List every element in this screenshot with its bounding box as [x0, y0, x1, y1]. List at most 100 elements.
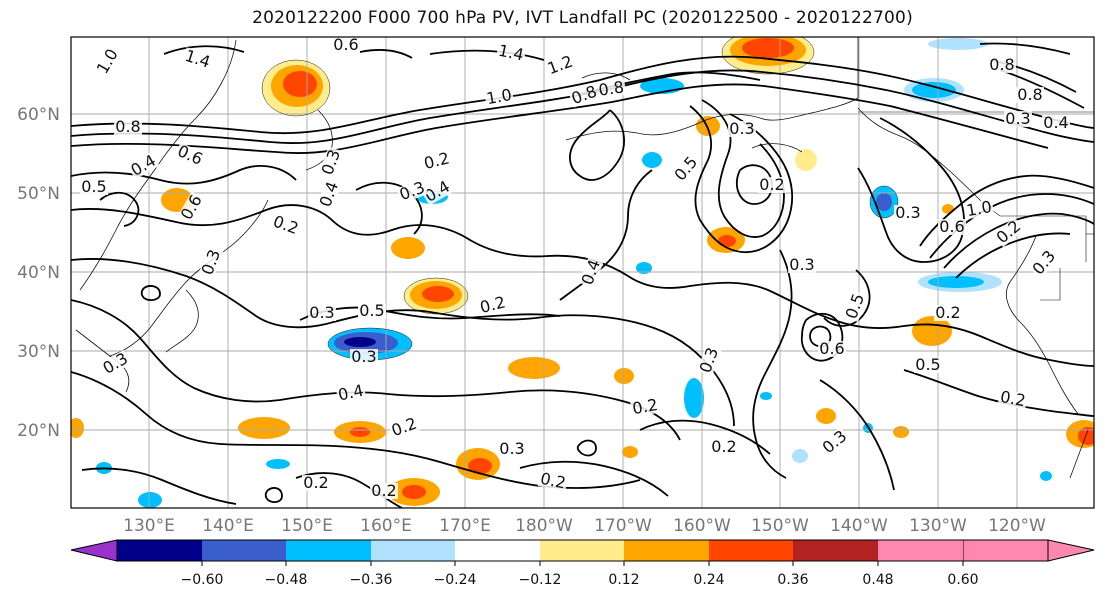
contour-label-halo: [80, 179, 108, 195]
lat-label: 30°N: [17, 342, 60, 362]
contour-label-halo: [498, 441, 526, 457]
positive-anomaly-patches: [71, 37, 1094, 506]
lon-label: 170°W: [594, 516, 652, 536]
colorbar-tick-label: −0.24: [434, 572, 477, 588]
contour-label-halo: [99, 349, 132, 378]
contour-label-halo: [370, 483, 398, 499]
contour-label: 0.8: [989, 55, 1014, 74]
contour-label-halo: [963, 198, 995, 220]
contour-label-halo: [988, 57, 1016, 73]
contour-label-halo: [483, 86, 515, 108]
contour-label: 0.3: [351, 347, 376, 366]
contour-label-halo: [421, 149, 453, 173]
contour-label: 0.2: [999, 387, 1027, 410]
contour-label-halo: [568, 82, 601, 108]
contour-label: 0.2: [303, 473, 328, 492]
colorbar-segment: [286, 540, 371, 561]
contour-label: 0.6: [939, 217, 964, 236]
contour-label-halo: [934, 305, 962, 321]
colorbar-segment: [202, 540, 286, 561]
lon-label: 140°W: [830, 516, 888, 536]
contour-label-halo: [537, 470, 569, 492]
lat-label: 20°N: [17, 421, 60, 441]
colorbar-segment: [624, 540, 709, 561]
contour-label: 0.2: [371, 481, 396, 500]
contour-label-halo: [1029, 246, 1060, 279]
contour-label: 0.3: [1005, 109, 1030, 128]
colorbar-tick-label: −0.12: [519, 572, 562, 588]
contour-label-halo: [894, 205, 922, 221]
lon-label: 160°E: [360, 516, 412, 536]
contour-label-halo: [914, 357, 942, 373]
lon-label: 150°W: [751, 516, 809, 536]
lon-label: 130°W: [909, 516, 967, 536]
colorbar-tick-label: 0.60: [947, 572, 978, 588]
contour-label-halo: [671, 152, 702, 185]
lon-label: 150°E: [281, 516, 333, 536]
contour-label-halo: [629, 396, 661, 418]
contour-label-halo: [308, 305, 336, 321]
contour-label: 0.3: [789, 255, 814, 274]
contour-label-halo: [93, 45, 122, 78]
contour-label: 0.3: [895, 203, 920, 222]
contour-label-halo: [421, 177, 454, 206]
contour-label: 0.8: [597, 77, 625, 99]
contour-label: 0.6: [819, 339, 844, 358]
contour-label-halo: [758, 177, 786, 193]
contour-label: 0.3: [729, 119, 754, 138]
shaded-anomaly-field: [71, 37, 1094, 508]
shading-edges: [261, 37, 899, 361]
contour-label-halo: [728, 121, 756, 137]
contour-label-halo: [495, 42, 527, 64]
colorbar-tick-label: −0.36: [350, 572, 393, 588]
longitude-axis: 130°E 140°E 150°E 160°E 170°E 180°W 170°…: [123, 516, 1046, 536]
contour-label-halo: [696, 344, 722, 377]
colorbar-tick-label: 0.24: [693, 572, 724, 588]
contour-label-halo: [997, 388, 1029, 410]
contour-label-halo: [1042, 115, 1070, 131]
latitude-axis: 60°N 50°N 40°N 30°N 20°N: [17, 105, 60, 441]
contour-label-halo: [842, 290, 868, 323]
contour-label: 0.2: [711, 437, 736, 456]
colorbar-tick-label: −0.60: [181, 572, 224, 588]
colorbar-tick-label: 0.36: [777, 572, 808, 588]
contour-labels: 0.61.4 1.4 1.21.00.80.81.00.80.60.50.40.60…: [80, 35, 1070, 500]
contour-label-halo: [318, 146, 344, 179]
contour-label: 0.5: [81, 177, 106, 196]
contour-label: 0.4: [336, 381, 365, 405]
contour-label: 0.3: [499, 439, 524, 458]
contour-label-halo: [316, 178, 342, 211]
contour-label-halo: [578, 256, 604, 289]
lon-label: 140°E: [202, 516, 254, 536]
contour-label-halo: [302, 475, 330, 491]
lat-label: 40°N: [17, 263, 60, 283]
contour-label-halo: [269, 212, 302, 238]
contour-label-halo: [198, 246, 224, 279]
colorbar-segment: [117, 540, 202, 561]
contour-label-halo: [114, 119, 142, 135]
contour-label-halo: [350, 349, 378, 365]
contour-label: 0.2: [759, 175, 784, 194]
colorbar-segment: [540, 540, 624, 561]
contour-label: 0.2: [631, 395, 659, 418]
colorbar-frame: [116, 539, 1049, 562]
contour-label-halo: [818, 427, 851, 458]
contour-label-halo: [1016, 87, 1044, 103]
contour-label-halo: [938, 219, 966, 235]
lon-label: 130°E: [123, 516, 175, 536]
contour-label: 1.4: [497, 41, 526, 65]
contour-label: 0.2: [935, 303, 960, 322]
contour-label-halo: [177, 191, 206, 224]
contour-label-halo: [127, 151, 160, 180]
colorbar-tick-label: 0.12: [608, 572, 639, 588]
lon-label: 120°W: [988, 516, 1046, 536]
lat-label: 60°N: [17, 105, 60, 125]
contour-label-halo: [396, 178, 429, 204]
contour-label: 1.0: [485, 85, 513, 108]
contour-label-halo: [788, 257, 816, 273]
colorbar: −0.60 −0.48 −0.36 −0.24 −0.12 0.12 0.24 …: [70, 539, 1095, 588]
contour-label-halo: [818, 341, 846, 357]
contour-label: 0.2: [539, 469, 568, 493]
colorbar-max-extension: [962, 539, 1095, 562]
colorbar-segment: [878, 540, 963, 561]
